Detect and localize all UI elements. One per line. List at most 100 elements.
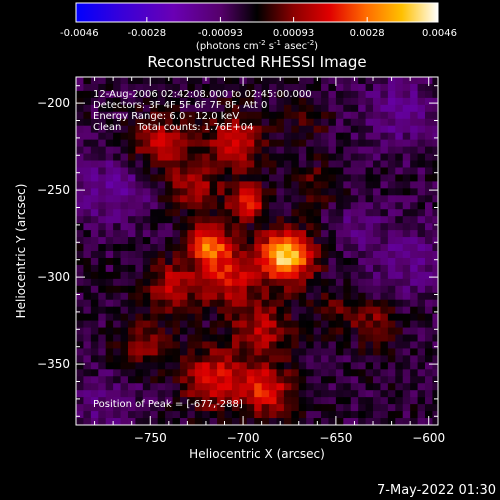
heatmap-cell	[90, 404, 99, 412]
heatmap-cell	[179, 264, 188, 273]
heatmap-cell	[127, 230, 137, 238]
heatmap-cell	[142, 77, 151, 85]
heatmap-cell	[76, 418, 85, 425]
heatmap-cell	[105, 167, 114, 176]
heatmap-cell	[127, 292, 137, 301]
heatmap-cell	[365, 118, 374, 127]
heatmap-cell	[328, 264, 337, 273]
heatmap-cell	[172, 348, 181, 356]
heatmap-cell	[410, 299, 419, 308]
heatmap-cell	[276, 167, 285, 176]
heatmap-cell	[224, 223, 233, 231]
heatmap-cell	[194, 299, 203, 308]
heatmap-cell	[157, 327, 166, 336]
heatmap-cell	[291, 271, 300, 280]
heatmap-cell	[90, 369, 99, 377]
heatmap-cell	[179, 320, 188, 329]
heatmap-cell	[276, 181, 285, 189]
heatmap-cell	[209, 341, 218, 350]
heatmap-cell	[246, 118, 255, 127]
heatmap-cell	[209, 383, 218, 391]
heatmap-cell	[395, 125, 404, 134]
heatmap-cell	[142, 355, 151, 363]
heatmap-cell	[113, 383, 122, 391]
heatmap-cell	[350, 306, 359, 315]
heatmap-cell	[231, 390, 240, 398]
heatmap-cell	[365, 90, 374, 99]
heatmap-cell	[98, 188, 107, 196]
heatmap-cell	[231, 278, 240, 287]
heatmap-cell	[335, 244, 344, 252]
heatmap-cell	[365, 362, 374, 370]
heatmap-cell	[261, 118, 270, 127]
heatmap-cell	[179, 411, 188, 419]
heatmap-cell	[350, 230, 359, 238]
heatmap-cell	[350, 348, 359, 356]
heatmap-cell	[120, 209, 129, 217]
heatmap-cell	[165, 264, 174, 273]
heatmap-cell	[194, 195, 203, 203]
heatmap-cell	[239, 376, 248, 384]
heatmap-cell	[313, 90, 322, 99]
heatmap-cell	[358, 341, 367, 350]
heatmap-cell	[276, 195, 285, 203]
heatmap-cell	[150, 411, 159, 419]
heatmap-cell	[150, 397, 159, 405]
heatmap-cell	[231, 306, 240, 315]
heatmap-cell	[306, 181, 315, 189]
heatmap-cell	[276, 355, 285, 363]
heatmap-cell	[402, 188, 411, 196]
heatmap-cell	[127, 285, 137, 294]
heatmap-cell	[239, 278, 248, 287]
heatmap-cell	[432, 285, 438, 294]
heatmap-cell	[150, 383, 159, 391]
heatmap-cell	[76, 97, 85, 106]
heatmap-cell	[142, 216, 151, 224]
heatmap-cell	[343, 404, 352, 412]
heatmap-cell	[410, 397, 419, 405]
heatmap-cell	[172, 362, 181, 370]
heatmap-cell	[335, 257, 344, 266]
heatmap-cell	[127, 111, 137, 120]
heatmap-cell	[179, 188, 188, 196]
heatmap-cell	[135, 90, 144, 99]
heatmap-cell	[187, 188, 196, 196]
heatmap-cell	[135, 202, 144, 210]
heatmap-cell	[380, 299, 389, 308]
heatmap-cell	[313, 223, 322, 231]
x-tick-label: −750	[134, 431, 167, 445]
heatmap-cell	[350, 397, 359, 405]
heatmap-cell	[395, 118, 404, 127]
heatmap-cell	[135, 153, 144, 162]
heatmap-cell	[283, 355, 292, 363]
heatmap-cell	[291, 132, 300, 141]
heatmap-cell	[395, 251, 404, 259]
heatmap-cell	[90, 257, 99, 266]
heatmap-cell	[321, 139, 330, 148]
heatmap-cell	[98, 292, 107, 301]
heatmap-cell	[269, 188, 278, 196]
heatmap-cell	[135, 376, 144, 384]
heatmap-cell	[202, 271, 211, 280]
heatmap-cell	[239, 125, 248, 134]
heatmap-cell	[246, 209, 255, 217]
heatmap-cell	[113, 264, 122, 273]
heatmap-cell	[387, 216, 396, 224]
heatmap-cell	[343, 397, 352, 405]
heatmap-cell	[261, 362, 270, 370]
heatmap-cell	[157, 390, 166, 398]
heatmap-cell	[425, 285, 434, 294]
heatmap-cell	[179, 202, 188, 210]
heatmap-cell	[269, 320, 278, 329]
heatmap-cell	[165, 83, 174, 92]
heatmap-cell	[83, 390, 92, 398]
heatmap-cell	[373, 383, 382, 391]
heatmap-cell	[335, 216, 344, 224]
heatmap-cell	[224, 202, 233, 210]
heatmap-cell	[373, 153, 382, 162]
heatmap-cell	[120, 230, 129, 238]
heatmap-cell	[127, 404, 137, 412]
heatmap-cell	[410, 411, 419, 419]
heatmap-cell	[246, 285, 255, 294]
heatmap-cell	[76, 362, 85, 370]
